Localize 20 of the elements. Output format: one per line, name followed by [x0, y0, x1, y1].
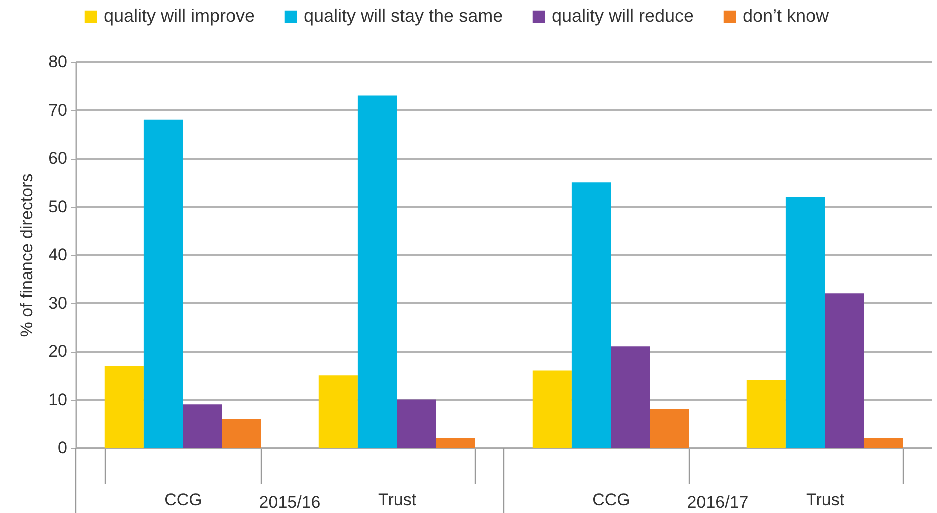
y-axis-title: % of finance directors — [18, 174, 37, 338]
x-tick-label: Trust — [806, 490, 845, 510]
legend-label: quality will stay the same — [304, 6, 504, 26]
y-tick-label: 40 — [48, 246, 68, 264]
legend-label: don’t know — [743, 6, 830, 26]
text: 2015/16 — [259, 493, 321, 512]
y-tick-label: 0 — [58, 438, 68, 458]
legend-label: quality will reduce — [552, 6, 694, 26]
y-tick-label: 20 — [48, 342, 68, 361]
legend-label: quality will improve — [104, 6, 256, 26]
x-tick-label: Trust — [378, 490, 417, 510]
y-tick-label: 70 — [48, 100, 68, 120]
y-tick-label: 60 — [48, 149, 68, 168]
y-tick-label: 30 — [48, 294, 68, 313]
y-tick-label: 10 — [48, 390, 68, 410]
y-tick-label: 80 — [48, 52, 68, 72]
x-tick-label: CCG — [592, 490, 630, 510]
text: 2016/17 — [687, 493, 749, 512]
x-tick-label: CCG — [164, 490, 202, 510]
y-tick-label: 50 — [48, 197, 68, 216]
